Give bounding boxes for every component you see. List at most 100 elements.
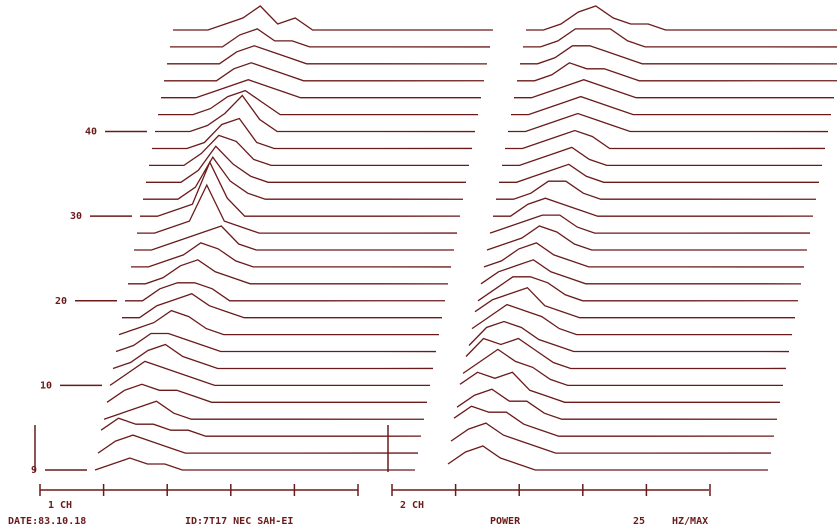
annotation: DATE:83.10.18 — [8, 516, 86, 527]
trace-mask — [140, 162, 460, 217]
trace — [468, 320, 790, 353]
trace — [143, 156, 464, 200]
trace — [447, 445, 768, 471]
trace — [459, 371, 781, 403]
trace — [109, 360, 431, 387]
trace — [493, 197, 814, 217]
trace — [164, 62, 485, 82]
trace-mask — [484, 242, 804, 267]
trace-mask — [134, 226, 454, 250]
trace — [456, 388, 778, 420]
trace — [149, 134, 470, 167]
trace-mask — [448, 446, 768, 470]
trace — [125, 282, 446, 302]
trace-mask — [137, 185, 457, 234]
trace — [140, 160, 461, 217]
trace — [474, 286, 796, 319]
trace-mask — [490, 215, 810, 234]
trace — [465, 337, 787, 370]
trace-mask — [161, 79, 481, 98]
trace — [499, 163, 820, 183]
trace — [167, 45, 488, 65]
trace-mask — [472, 304, 792, 335]
trace — [118, 309, 440, 336]
trace-mask — [508, 113, 828, 132]
trace-mask — [146, 146, 466, 183]
trace — [496, 180, 817, 200]
trace-mask — [149, 135, 469, 166]
panel-label: 1 CH — [48, 500, 72, 511]
trace — [489, 214, 811, 234]
trace — [152, 117, 473, 150]
trace — [173, 5, 493, 31]
trace-mask — [451, 423, 771, 454]
trace — [526, 5, 837, 31]
trace — [122, 292, 443, 319]
trace — [471, 303, 793, 336]
trace-mask — [164, 62, 484, 81]
y-tick-label: 20 — [55, 296, 67, 307]
trace-mask — [526, 6, 837, 30]
trace — [508, 112, 829, 133]
trace — [146, 145, 467, 183]
trace-mask — [481, 259, 801, 284]
trace-mask — [493, 198, 813, 217]
trace-mask — [457, 389, 777, 420]
trace — [477, 276, 799, 302]
trace — [158, 89, 479, 116]
annotation: POWER — [490, 516, 521, 527]
trace-mask — [131, 242, 451, 267]
trace-mask — [502, 147, 822, 166]
y-tick-label: 9 — [31, 465, 37, 476]
trace-mask — [466, 338, 786, 369]
trace — [483, 242, 805, 268]
trace — [128, 259, 449, 285]
trace-mask — [514, 79, 834, 98]
trace — [115, 332, 437, 353]
trace — [450, 422, 772, 454]
trace — [106, 383, 428, 403]
trace-mask — [454, 406, 774, 437]
trace — [517, 62, 837, 82]
trace — [511, 95, 832, 116]
trace — [131, 242, 452, 268]
trace-mask — [469, 321, 789, 352]
trace — [453, 405, 775, 437]
trace-mask — [110, 361, 430, 386]
trace-mask — [463, 349, 783, 386]
trace-mask — [520, 45, 837, 64]
trace — [462, 348, 784, 387]
trace-mask — [113, 344, 433, 369]
trace-mask — [460, 372, 780, 403]
trace-mask — [98, 435, 418, 454]
trace-mask — [125, 282, 445, 301]
y-tick-label: 40 — [85, 127, 97, 138]
trace — [112, 343, 434, 370]
trace-mask — [505, 130, 825, 149]
trace — [103, 400, 425, 420]
axes — [34, 425, 709, 491]
trace-mask — [119, 310, 439, 335]
trace-mask — [116, 333, 436, 352]
trace — [100, 417, 422, 437]
annotation: 25 — [633, 516, 645, 527]
trace-mask — [173, 6, 493, 30]
trace-mask — [95, 458, 415, 470]
trace-mask — [499, 164, 819, 183]
trace — [523, 28, 837, 48]
trace-mask — [101, 418, 421, 437]
trace-mask — [511, 96, 831, 115]
trace — [94, 457, 415, 471]
trace-mask — [475, 287, 795, 318]
panel-label: 2 CH — [400, 500, 424, 511]
trace — [155, 94, 476, 133]
trace — [170, 28, 491, 48]
trace — [486, 225, 807, 251]
y-tick-label: 30 — [70, 211, 82, 222]
trace — [520, 45, 837, 65]
annotation: ID:7T17 NEC SAH-EI — [185, 516, 293, 527]
trace — [480, 259, 802, 285]
trace — [134, 225, 454, 251]
trace — [137, 183, 458, 234]
